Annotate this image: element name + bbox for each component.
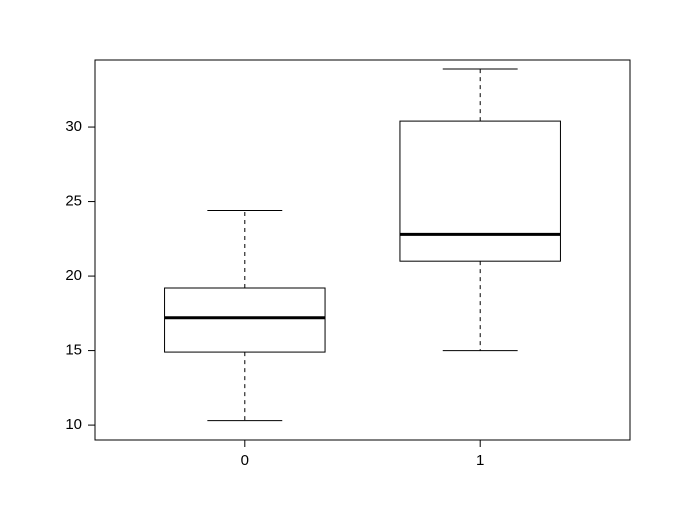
box-group bbox=[400, 69, 561, 351]
box-rect bbox=[400, 121, 561, 261]
x-tick-label: 0 bbox=[241, 452, 249, 469]
y-tick-label: 20 bbox=[65, 267, 82, 284]
box-rect bbox=[165, 288, 325, 352]
boxplot-chart: 10 15 20 25 30 0 1 bbox=[0, 0, 679, 512]
box-group bbox=[165, 211, 325, 421]
y-tick-label: 25 bbox=[65, 193, 82, 210]
y-tick-label: 10 bbox=[65, 416, 82, 433]
y-tick-label: 30 bbox=[65, 118, 82, 135]
y-tick-label: 15 bbox=[65, 342, 82, 359]
x-tick-label: 1 bbox=[476, 452, 484, 469]
